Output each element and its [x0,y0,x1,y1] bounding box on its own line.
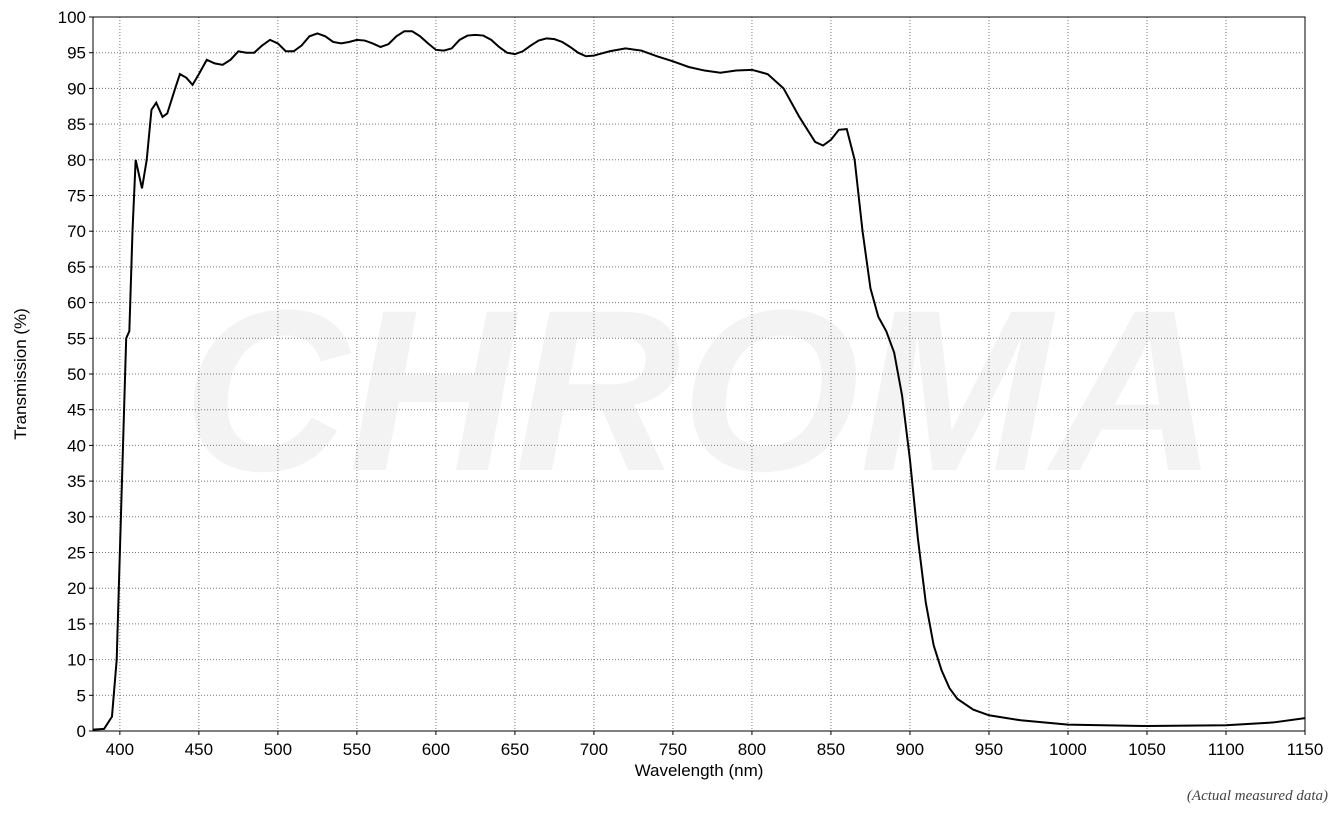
y-tick-label: 40 [67,436,86,455]
x-tick-label: 1000 [1049,740,1087,759]
y-tick-label: 0 [77,722,86,741]
y-tick-label: 10 [67,651,86,670]
note: (Actual measured data) [1187,788,1328,804]
x-tick-label: 650 [501,740,529,759]
y-tick-label: 95 [67,44,86,63]
y-tick-label: 30 [67,508,86,527]
x-tick-label: 450 [185,740,213,759]
x-tick-label: 900 [896,740,924,759]
y-tick-label: 50 [67,365,86,384]
y-tick-label: 100 [58,8,86,27]
y-tick-label: 90 [67,79,86,98]
x-tick-label: 1150 [1287,740,1324,759]
x-tick-label: 800 [738,740,766,759]
x-tick-label: 400 [106,740,134,759]
y-tick-label: 85 [67,115,86,134]
y-tick-label: 80 [67,151,86,170]
x-tick-label: 550 [343,740,371,759]
plot-frame [92,16,1306,732]
y-tick-label: 15 [67,615,86,634]
y-tick-label: 65 [67,258,86,277]
y-tick-label: 20 [67,579,86,598]
y-tick-label: 35 [67,472,86,491]
x-tick-label: 1050 [1128,740,1166,759]
x-tick-label: 1100 [1208,740,1245,759]
y-tick-label: 55 [67,329,86,348]
x-tick-label: 850 [817,740,845,759]
y-tick-label: 25 [67,544,86,563]
y-axis-label: Transmission (%) [11,308,30,440]
y-tick-label: 60 [67,294,86,313]
y-tick-label: 5 [77,686,86,705]
y-tick-label: 75 [67,187,86,206]
y-tick-label: 70 [67,222,86,241]
x-tick-label: 700 [580,740,608,759]
x-tick-label: 950 [975,740,1003,759]
x-tick-label: 600 [422,740,450,759]
y-tick-label: 45 [67,401,86,420]
x-axis-label: Wavelength (nm) [635,761,764,780]
x-tick-label: 750 [659,740,687,759]
x-tick-label: 500 [264,740,292,759]
data-line [92,30,1306,731]
watermark: CHROMA [183,262,1218,519]
